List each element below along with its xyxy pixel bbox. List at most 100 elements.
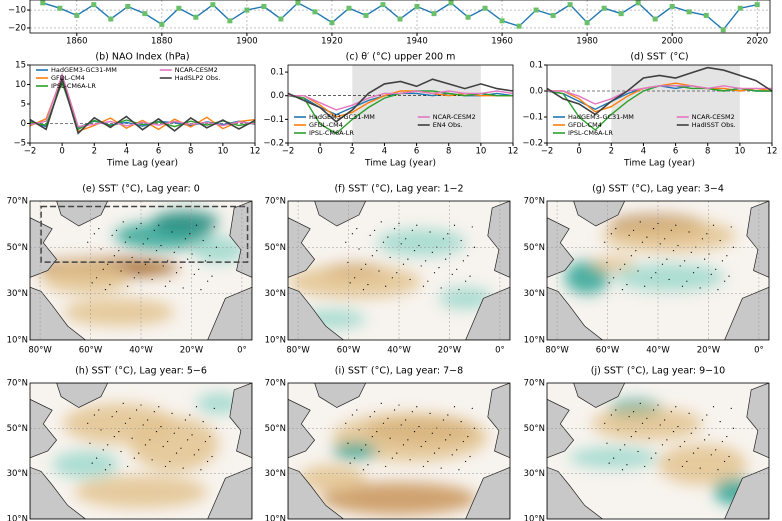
panel-title: (e) SST′ (°C), Lag year: 0 (82, 184, 200, 195)
stipple (635, 430, 637, 433)
stipple (688, 412, 690, 414)
marker (703, 12, 709, 18)
x-tick-label: 1900 (236, 37, 258, 47)
stipple (193, 454, 195, 456)
x-tick-label: 0 (317, 147, 322, 157)
stipple (158, 406, 160, 408)
stipple (639, 221, 641, 223)
stipple (389, 256, 391, 259)
stipple (433, 272, 436, 274)
lon-tick-label: 80°W (28, 346, 52, 356)
panel-title: (g) SST′ (°C), Lag year: 3−4 (592, 184, 724, 195)
stipple (664, 419, 666, 421)
stipple (465, 280, 467, 282)
x-tick-label: 8 (705, 147, 710, 157)
x-tick-label: 1960 (491, 37, 513, 47)
stipple (732, 246, 735, 248)
stipple (699, 287, 701, 289)
stipple (730, 407, 732, 409)
stipple (367, 283, 369, 286)
x-tick-label: 2 (92, 147, 97, 157)
panel-title: (d) SST′ (°C) (630, 52, 688, 63)
stipple (187, 258, 189, 260)
lon-tick-label: 60°W (79, 346, 103, 356)
x-axis-label: Time Lag (year) (623, 159, 695, 169)
stipple (606, 261, 608, 264)
map-frame (287, 382, 511, 520)
stipple (198, 449, 200, 451)
y-tick-label: 0.1 (529, 61, 543, 71)
stipple (111, 234, 113, 237)
stipple (610, 233, 612, 235)
land (724, 466, 769, 519)
marker (159, 21, 165, 27)
stipple (664, 238, 666, 240)
stipple (175, 452, 178, 454)
x-tick-label: 1860 (66, 37, 88, 47)
x-tick-label: 4 (641, 147, 646, 157)
stipple (699, 467, 701, 469)
stipple (382, 422, 385, 424)
lon-tick-label: 40°W (646, 346, 670, 356)
stipple (180, 447, 182, 449)
stipple (180, 267, 182, 269)
marker (108, 16, 114, 22)
stipple (151, 278, 153, 281)
marker (91, 2, 97, 8)
stipple (149, 439, 151, 441)
marker (516, 23, 522, 29)
marker (176, 5, 182, 11)
stipple (425, 440, 427, 443)
map-frame (546, 200, 770, 341)
lat-tick-label: 70°N (524, 379, 545, 389)
y-tick-label: 10 (15, 80, 26, 90)
x-tick-label: 0 (576, 147, 581, 157)
stipple (98, 409, 100, 411)
stipple (681, 285, 684, 287)
stipple (721, 440, 723, 443)
marker (295, 0, 301, 6)
anomaly-blob (591, 407, 703, 441)
stipple (431, 432, 433, 434)
stipple (652, 409, 655, 411)
x-tick-label: 12 (767, 147, 778, 157)
stipple (135, 228, 138, 230)
anomaly-blob (74, 475, 208, 509)
x-axis-label: Time Lag (year) (364, 159, 436, 169)
stipple (719, 239, 721, 242)
stipple (402, 444, 405, 446)
lat-tick-label: 30°N (524, 469, 545, 479)
stipple (202, 239, 204, 242)
stipple (710, 454, 712, 456)
land (314, 201, 367, 227)
land (573, 383, 626, 408)
stipple (621, 289, 624, 291)
stipple (670, 411, 672, 413)
stipple (138, 452, 140, 454)
y-tick-label: 0.1 (270, 68, 284, 78)
stipple (153, 229, 155, 231)
stipple (650, 457, 652, 459)
land (288, 286, 345, 340)
stipple (104, 289, 107, 291)
y-tick-label: −10 (8, 6, 26, 16)
stipple (113, 255, 115, 257)
stipple (209, 255, 211, 257)
stipple (402, 263, 405, 265)
stipple (442, 419, 444, 421)
anomaly-blob (152, 210, 219, 233)
stipple (204, 440, 206, 443)
stipple (182, 467, 184, 469)
stipple (728, 455, 730, 458)
marker (465, 14, 471, 20)
y-tick-label: −0.2 (522, 139, 543, 149)
lon-tick-label: 20°W (697, 346, 721, 356)
stipple (704, 439, 706, 441)
land (229, 383, 252, 459)
stipple (122, 221, 124, 223)
stipple (191, 434, 193, 436)
lon-tick-label: 80°W (286, 346, 310, 356)
stipple (462, 440, 464, 443)
stipple (726, 255, 728, 257)
